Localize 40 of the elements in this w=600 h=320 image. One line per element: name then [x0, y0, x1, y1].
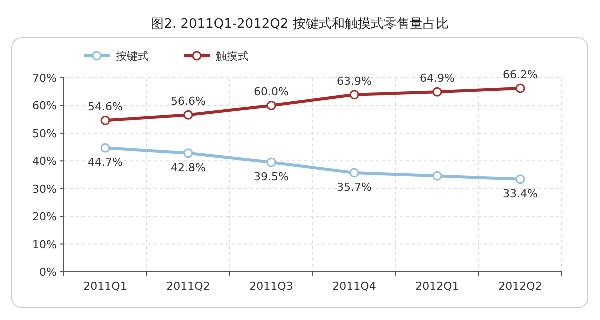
- y-tick-label: 70%: [32, 72, 57, 85]
- y-tick-label: 50%: [32, 127, 57, 140]
- data-label: 42.8%: [171, 161, 206, 174]
- point: [266, 100, 276, 110]
- legend-label: 按键式: [116, 50, 149, 63]
- x-tick-label: 2011Q4: [332, 280, 376, 293]
- y-tick-label: 60%: [32, 100, 57, 113]
- point: [516, 174, 526, 184]
- point: [100, 116, 110, 126]
- x-tick-label: 2011Q1: [84, 280, 128, 293]
- chart-title: 图2. 2011Q1-2012Q2 按键式和触摸式零售量占比: [151, 17, 449, 32]
- y-tick-label: 40%: [32, 155, 57, 168]
- point: [100, 143, 110, 153]
- x-tick-label: 2012Q2: [498, 280, 542, 293]
- y-tick-label: 0%: [40, 266, 57, 279]
- data-label: 44.7%: [88, 156, 123, 170]
- point: [432, 171, 442, 181]
- point: [266, 158, 276, 168]
- legend-label: 触摸式: [216, 50, 249, 63]
- x-tick-label: 2011Q3: [250, 280, 294, 293]
- x-tick-label: 2011Q2: [166, 280, 210, 293]
- data-label: 33.4%: [503, 187, 538, 200]
- data-label: 56.6%: [171, 95, 206, 108]
- data-label: 35.7%: [337, 181, 372, 194]
- data-label: 39.5%: [254, 170, 289, 184]
- point: [432, 87, 442, 97]
- point: [350, 90, 360, 100]
- y-tick-label: 30%: [32, 182, 57, 196]
- y-tick-label: 20%: [32, 210, 57, 224]
- point: [184, 148, 194, 158]
- point: [516, 84, 526, 94]
- data-label: 64.9%: [420, 72, 455, 86]
- data-label: 66.2%: [503, 68, 538, 82]
- data-label: 54.6%: [88, 100, 123, 114]
- x-tick-label: 2012Q1: [416, 280, 460, 293]
- point: [350, 168, 360, 178]
- data-label: 60.0%: [254, 86, 289, 99]
- data-label: 63.9%: [337, 74, 372, 88]
- y-tick-label: 10%: [32, 238, 57, 252]
- point: [184, 110, 194, 120]
